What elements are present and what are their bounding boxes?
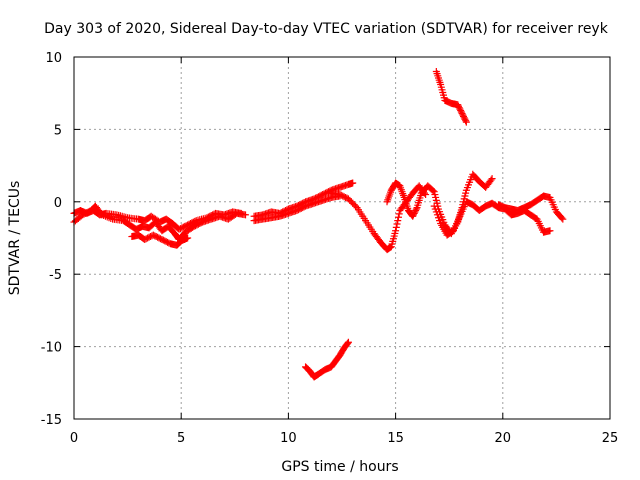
series-track-e (432, 67, 470, 126)
y-tick-label: -10 (41, 341, 62, 356)
series-track-f (302, 338, 352, 381)
y-tick-label: 10 (45, 51, 62, 66)
data-point (395, 210, 403, 218)
series-track-c (383, 170, 496, 238)
data-point (344, 338, 352, 346)
series-track-b (250, 179, 357, 220)
data-point (392, 227, 400, 235)
data-point (237, 209, 245, 217)
chart-title: Day 303 of 2020, Sidereal Day-to-day VTE… (44, 21, 609, 37)
data-points (70, 67, 567, 381)
data-point (344, 339, 352, 347)
data-point (242, 211, 250, 219)
grid-lines (74, 57, 610, 419)
data-point (462, 118, 470, 126)
series-track-a-lower (128, 231, 192, 249)
data-point (462, 117, 470, 125)
data-point (558, 214, 566, 222)
y-tick-label: -5 (49, 268, 62, 283)
data-point (394, 217, 402, 225)
x-tick-label: 10 (280, 431, 297, 446)
data-point (429, 187, 437, 195)
data-point (412, 205, 420, 213)
data-point (393, 220, 401, 228)
y-axis-label: SDTVAR / TECUs (7, 181, 23, 296)
data-point (559, 215, 567, 223)
data-point (349, 179, 357, 187)
x-tick-label: 5 (177, 431, 185, 446)
data-point (487, 176, 495, 184)
data-point (352, 202, 360, 210)
axis-ticks: 0 5 10 15 20 25 -15 -10 -5 0 5 10 (41, 51, 619, 446)
data-point (191, 217, 199, 225)
series-track-d (495, 192, 567, 223)
series-track-b-lower (250, 192, 344, 225)
data-point (184, 234, 192, 242)
plot-frame (73, 56, 611, 420)
data-point (488, 175, 496, 183)
y-tick-label: -15 (41, 413, 62, 428)
y-tick-label: 0 (54, 196, 62, 211)
x-axis-label: GPS time / hours (281, 459, 398, 475)
x-tick-label: 15 (387, 431, 404, 446)
data-point (546, 227, 554, 235)
y-tick-label: 5 (54, 123, 62, 138)
x-tick-label: 20 (495, 431, 512, 446)
x-tick-label: 25 (602, 431, 619, 446)
data-point (394, 213, 402, 221)
data-point (392, 223, 400, 231)
x-tick-label: 0 (70, 431, 78, 446)
series-track-b-dip (327, 182, 430, 254)
series-track-a-upper (70, 206, 245, 233)
